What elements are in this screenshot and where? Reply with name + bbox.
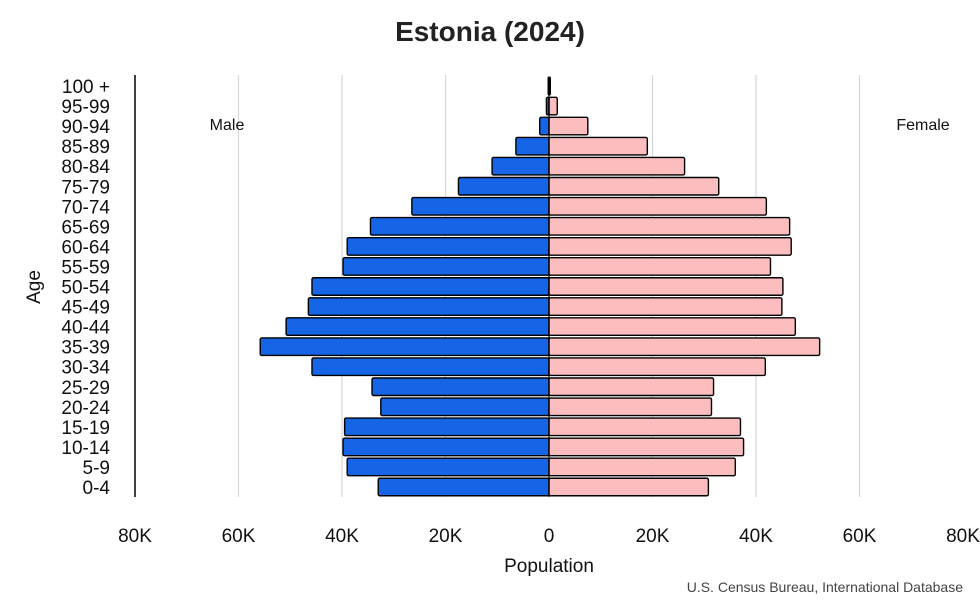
age-tick-label-15: 25-29: [61, 378, 110, 399]
male-bar-15: [371, 377, 550, 397]
female-bar-7: [548, 216, 791, 236]
x-axis-label: Population: [504, 556, 594, 577]
female-bar-11: [548, 297, 783, 316]
age-tick-label-3: 85-89: [61, 137, 110, 158]
male-bar-4: [491, 156, 550, 176]
female-bar-12: [548, 317, 797, 337]
age-tick-label-8: 60-64: [61, 237, 110, 258]
age-tick-label-19: 5-9: [83, 458, 110, 479]
female-label: Female: [896, 117, 949, 134]
x-tick-label-1: 60K: [222, 526, 256, 547]
age-tick-label-12: 40-44: [61, 318, 110, 339]
female-bar-4: [548, 156, 686, 176]
age-tick-label-16: 20-24: [61, 398, 110, 419]
female-bar-9: [548, 257, 772, 276]
male-bar-7: [369, 216, 550, 236]
female-bar-2: [548, 116, 589, 136]
population-tick-labels: 80K 60K 40K 20K 0 20K 40K 60K 80K: [118, 526, 980, 547]
male-bar-12: [285, 317, 550, 337]
male-bar-13: [259, 337, 550, 357]
age-tick-label-5: 75-79: [61, 177, 110, 198]
female-bar-15: [548, 377, 715, 397]
age-tick-label-18: 10-14: [61, 438, 110, 459]
female-bar-6: [548, 196, 768, 216]
source-note: U.S. Census Bureau, International Databa…: [687, 579, 963, 595]
male-bar-11: [307, 297, 550, 316]
age-tick-label-17: 15-19: [61, 418, 110, 439]
age-tick-label-1: 95-99: [61, 97, 110, 118]
x-tick-label-4: 0: [544, 526, 555, 547]
female-bar-17: [548, 417, 742, 437]
age-tick-label-7: 65-69: [61, 217, 110, 238]
age-tick-label-11: 45-49: [61, 298, 110, 319]
male-bar-9: [342, 257, 550, 276]
male-bar-16: [380, 397, 550, 417]
y-axis-label: Age: [24, 270, 45, 304]
female-bar-19: [548, 457, 737, 477]
x-tick-label-6: 40K: [739, 526, 773, 547]
age-tick-label-0: 100 +: [62, 77, 110, 98]
male-bar-3: [515, 136, 550, 156]
male-bar-10: [311, 277, 550, 296]
male-bar-20: [377, 477, 550, 497]
chart-title: Estonia (2024): [395, 16, 585, 47]
age-tick-label-14: 30-34: [61, 358, 110, 379]
female-bar-10: [548, 277, 784, 296]
age-tick-label-20: 0-4: [83, 478, 111, 499]
male-bars: [259, 76, 550, 497]
female-bar-14: [548, 357, 767, 377]
age-tick-label-9: 55-59: [61, 257, 110, 278]
female-bar-8: [548, 236, 792, 256]
age-group-tick-labels: 100 +95-9990-9485-8980-8475-7970-7465-69…: [61, 77, 110, 499]
female-bar-13: [548, 337, 821, 357]
female-bar-18: [548, 437, 745, 457]
male-label: Male: [210, 117, 245, 134]
female-bar-20: [548, 477, 710, 497]
male-bar-14: [311, 357, 550, 377]
x-tick-label-7: 60K: [843, 526, 877, 547]
x-tick-label-3: 20K: [429, 526, 463, 547]
x-tick-label-0: 80K: [118, 526, 152, 547]
age-tick-label-2: 90-94: [61, 117, 110, 138]
age-tick-label-6: 70-74: [61, 197, 110, 218]
x-tick-label-5: 20K: [636, 526, 670, 547]
x-tick-label-2: 40K: [325, 526, 359, 547]
female-bars: [548, 76, 821, 497]
female-bar-1: [548, 96, 558, 116]
age-tick-label-4: 80-84: [61, 157, 110, 178]
age-tick-label-10: 50-54: [61, 278, 110, 299]
male-bar-5: [457, 176, 550, 196]
male-bar-8: [346, 236, 550, 256]
x-tick-label-8: 80K: [946, 526, 980, 547]
male-bar-17: [343, 417, 550, 437]
female-bar-16: [548, 397, 713, 417]
female-bar-3: [548, 136, 649, 156]
age-tick-label-13: 35-39: [61, 338, 110, 359]
male-bar-6: [411, 196, 550, 216]
male-bar-2: [538, 116, 550, 136]
male-bar-18: [342, 437, 550, 457]
male-bar-19: [346, 457, 550, 477]
female-bar-5: [548, 176, 720, 196]
